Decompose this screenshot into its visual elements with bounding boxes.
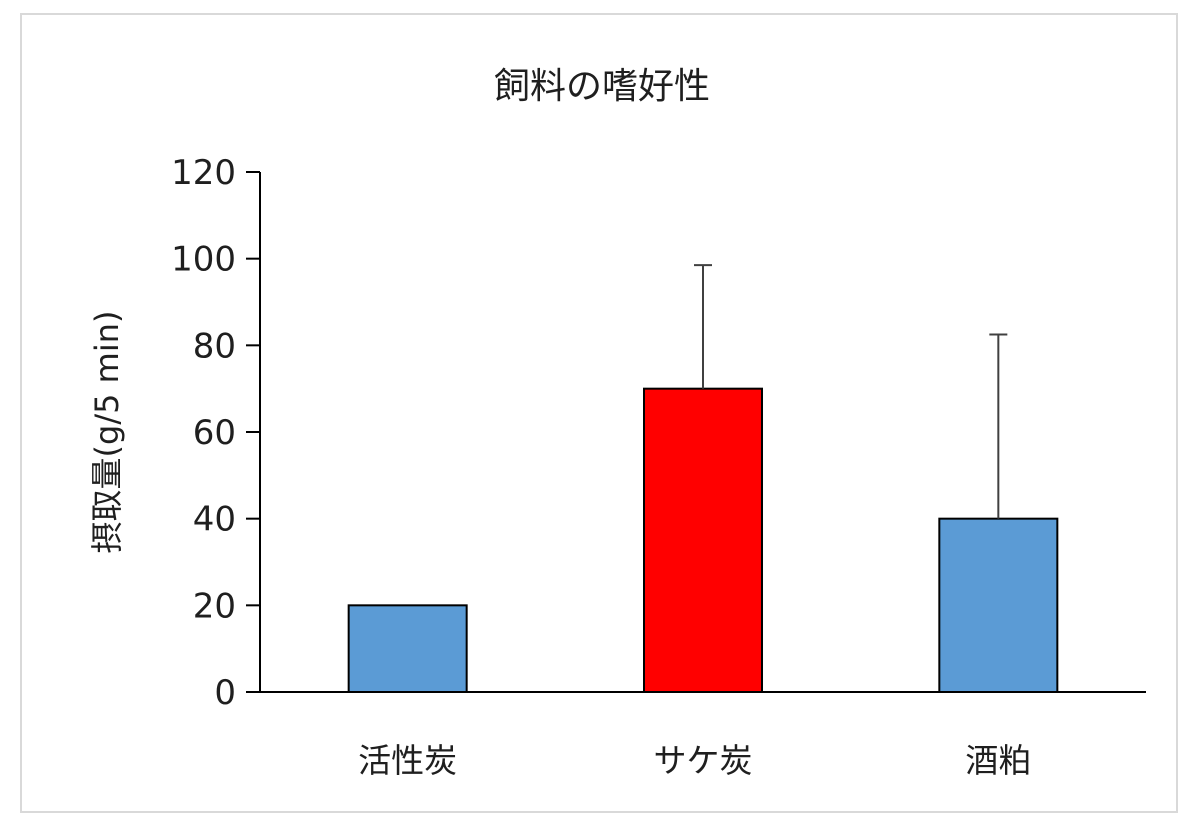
x-category-label: 活性炭 bbox=[358, 741, 457, 780]
y-tick-label: 20 bbox=[193, 586, 236, 626]
y-axis-ticks: 0 20 40 60 80 100 120 bbox=[171, 153, 260, 713]
y-tick-label: 0 bbox=[214, 673, 236, 713]
bar bbox=[347, 604, 468, 693]
y-axis-label: 摂取量(g/5 min) bbox=[88, 311, 126, 554]
x-category-label: サケ炭 bbox=[654, 741, 753, 780]
x-axis-labels: 活性炭 サケ炭 酒粕 bbox=[358, 741, 1031, 780]
bars bbox=[347, 387, 1059, 694]
bar bbox=[643, 387, 763, 693]
y-tick-label: 120 bbox=[171, 153, 236, 193]
x-category-label: 酒粕 bbox=[965, 741, 1031, 780]
y-tick-label: 60 bbox=[193, 413, 236, 453]
bar bbox=[938, 517, 1059, 694]
y-tick-label: 40 bbox=[193, 500, 236, 540]
chart-title: 飼料の嗜好性 bbox=[494, 66, 710, 107]
y-tick-label: 100 bbox=[171, 240, 236, 280]
y-tick-label: 80 bbox=[193, 326, 236, 366]
error-bars bbox=[694, 264, 1008, 519]
